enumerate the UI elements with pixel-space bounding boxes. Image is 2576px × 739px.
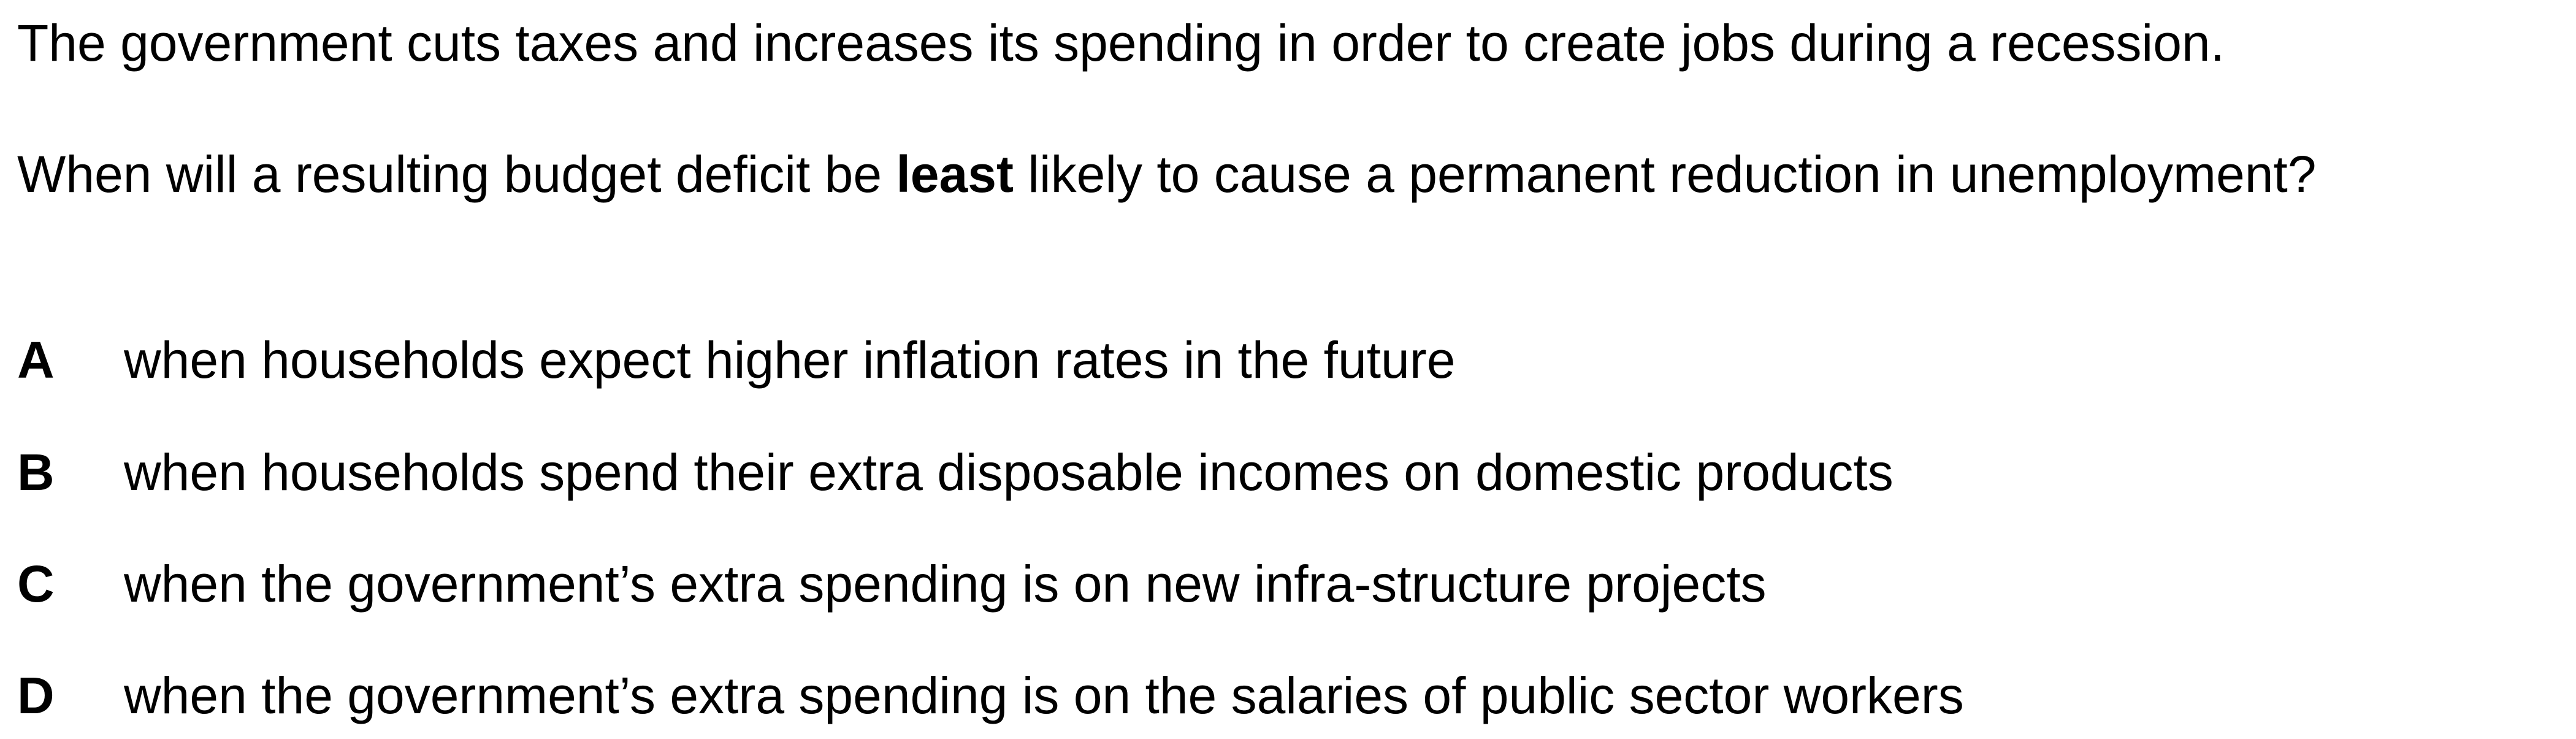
option-text: when the government’s extra spending is … [124,555,1767,613]
option-letter: B [17,443,55,501]
option-text: when the government’s extra spending is … [124,667,1964,724]
option-letter: C [17,555,55,613]
option-letter: D [17,667,55,724]
question-emphasis: least [896,145,1014,203]
option-letter: A [17,331,55,389]
option-text: when households spend their extra dispos… [124,443,1894,501]
question-stem: When will a resulting budget deficit be … [17,141,2464,207]
question-text-end: likely to cause a permanent reduction in… [1013,145,2317,203]
option-text: when households expect higher inflation … [124,331,1456,389]
intro-text: The government cuts taxes and increases … [17,14,2225,72]
question-text-start: When will a resulting budget deficit be [17,145,896,203]
